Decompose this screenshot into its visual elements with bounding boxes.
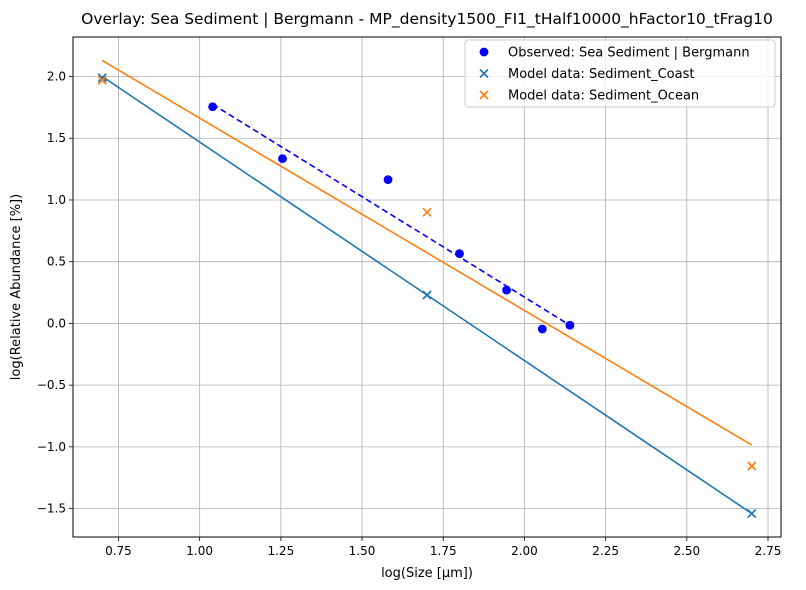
legend: Observed: Sea Sediment | Bergmann Model d… <box>464 39 776 108</box>
model-point <box>422 290 432 300</box>
y-tick-label: −1.5 <box>37 502 66 516</box>
observed-point <box>208 102 218 112</box>
x-tick-label: 1.75 <box>430 544 457 558</box>
fit-line <box>212 103 571 326</box>
y-tick-label: 0.0 <box>47 316 66 330</box>
x-tick-label: 1.50 <box>349 544 376 558</box>
y-axis-title: log(Relative Abundance [%]) <box>9 194 24 380</box>
y-tick-label: −1.0 <box>37 440 66 454</box>
x-tick-label: 2.50 <box>673 544 700 558</box>
model-point <box>747 508 757 519</box>
fit-line <box>101 59 753 446</box>
observed-point <box>537 324 547 334</box>
x-tick-label: 2.00 <box>511 544 538 558</box>
legend-marker <box>479 90 489 100</box>
y-tick-label: 2.0 <box>47 70 66 84</box>
observed-point <box>278 154 287 164</box>
x-tick-label: 1.00 <box>186 544 213 558</box>
legend-label: Observed: Sea Sediment | Bergmann <box>508 46 750 61</box>
legend-marker <box>479 47 489 57</box>
x-tick-label: 1.25 <box>267 544 294 558</box>
legend-label: Model data: Sediment_Coast <box>508 67 694 82</box>
chart-title: Overlay: Sea Sediment | Bergmann - MP_de… <box>81 10 773 29</box>
model-point <box>747 461 757 471</box>
y-tick-label: 1.5 <box>47 131 66 145</box>
legend-box <box>464 39 776 108</box>
observed-point <box>383 175 393 184</box>
legend-label: Model data: Sediment_Ocean <box>508 89 699 104</box>
model-point <box>97 75 107 85</box>
x-tick-label: 2.25 <box>592 544 619 558</box>
data-points <box>97 73 757 519</box>
x-tick-label: 0.75 <box>105 544 132 558</box>
observed-point <box>565 320 575 330</box>
y-tick-label: −0.5 <box>37 378 66 392</box>
legend-marker <box>479 68 489 79</box>
model-point <box>97 73 107 83</box>
grid <box>73 37 781 537</box>
x-tick-label: 2.75 <box>755 544 782 558</box>
observed-point <box>455 249 464 259</box>
y-tick-label: 1.0 <box>47 193 66 207</box>
observed-point <box>502 285 511 295</box>
axis-ticks: 0.75 1.00 1.25 1.50 1.75 2.00 2.25 2.50 2.75 −1.5… <box>37 70 782 558</box>
x-axis-title: log(Size [µm]) <box>381 566 473 581</box>
y-tick-label: 0.5 <box>47 255 66 269</box>
model-point <box>422 207 432 217</box>
plot-frame <box>72 36 782 538</box>
